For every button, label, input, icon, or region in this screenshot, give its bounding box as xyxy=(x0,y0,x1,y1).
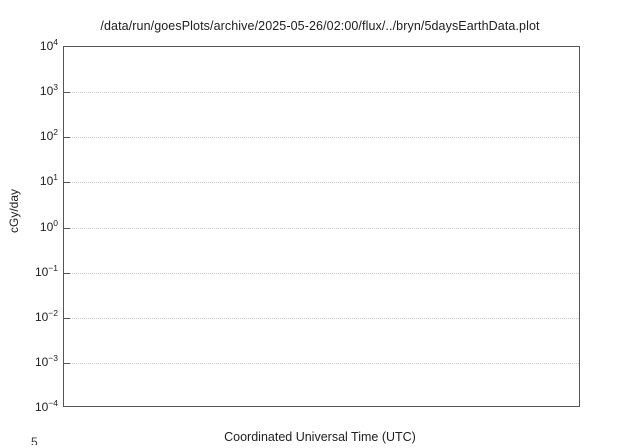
tick-exponent: 0 xyxy=(53,217,58,228)
clipped-x-tick-label: 5 xyxy=(31,436,38,445)
tick-exponent: 1 xyxy=(53,172,58,183)
y-axis-tick xyxy=(64,362,70,364)
page-title: /data/run/goesPlots/archive/2025-05-26/0… xyxy=(100,19,540,33)
y-axis-tick xyxy=(64,182,70,184)
y-axis-tick-label: 10−1 xyxy=(12,262,58,279)
y-axis-tick-label: 10−3 xyxy=(12,352,58,369)
gridline-horizontal xyxy=(64,227,579,229)
tick-mantissa: 10 xyxy=(34,309,49,324)
y-axis-tick xyxy=(64,272,70,274)
y-axis-tick-label: 100 xyxy=(12,217,58,234)
y-axis-tick-label: 101 xyxy=(12,172,58,189)
y-axis-tick-label: 103 xyxy=(12,82,58,99)
y-axis-tick xyxy=(64,227,70,229)
tick-exponent: −4 xyxy=(48,398,58,408)
gridline-horizontal xyxy=(64,92,579,94)
tick-mantissa: 10 xyxy=(39,174,54,189)
tick-exponent: −1 xyxy=(48,262,58,273)
gridline-horizontal xyxy=(64,182,579,184)
tick-mantissa: 10 xyxy=(34,354,49,369)
y-axis-tick-label: 102 xyxy=(12,127,58,144)
plot-area xyxy=(63,46,580,407)
tick-mantissa: 10 xyxy=(39,39,54,53)
y-axis-tick-label: 10−4 xyxy=(12,398,58,414)
tick-exponent: 4 xyxy=(53,37,58,47)
y-axis-title: cGy/day xyxy=(7,189,21,234)
y-axis-tick xyxy=(64,317,70,319)
y-axis-tick-label: 104 xyxy=(12,37,58,53)
tick-exponent: 3 xyxy=(53,82,58,93)
y-axis-tick-label: 10−2 xyxy=(12,307,58,324)
tick-exponent: −3 xyxy=(48,352,58,363)
x-axis-title: Coordinated Universal Time (UTC) xyxy=(224,430,416,444)
gridline-horizontal xyxy=(64,317,579,319)
y-axis-tick xyxy=(64,137,70,139)
tick-mantissa: 10 xyxy=(39,129,54,144)
y-axis-tick-labels: 104 103 102 101 100 10−1 10−2 10−3 10−4 xyxy=(10,38,58,413)
gridline-horizontal xyxy=(64,272,579,274)
y-axis-tick xyxy=(64,92,70,94)
tick-mantissa: 10 xyxy=(34,264,49,279)
tick-mantissa: 10 xyxy=(34,400,49,414)
tick-mantissa: 10 xyxy=(39,219,54,234)
tick-exponent: 2 xyxy=(53,127,58,138)
gridline-horizontal xyxy=(64,137,579,139)
tick-exponent: −2 xyxy=(48,307,58,318)
tick-mantissa: 10 xyxy=(39,84,54,99)
gridline-horizontal xyxy=(64,362,579,364)
